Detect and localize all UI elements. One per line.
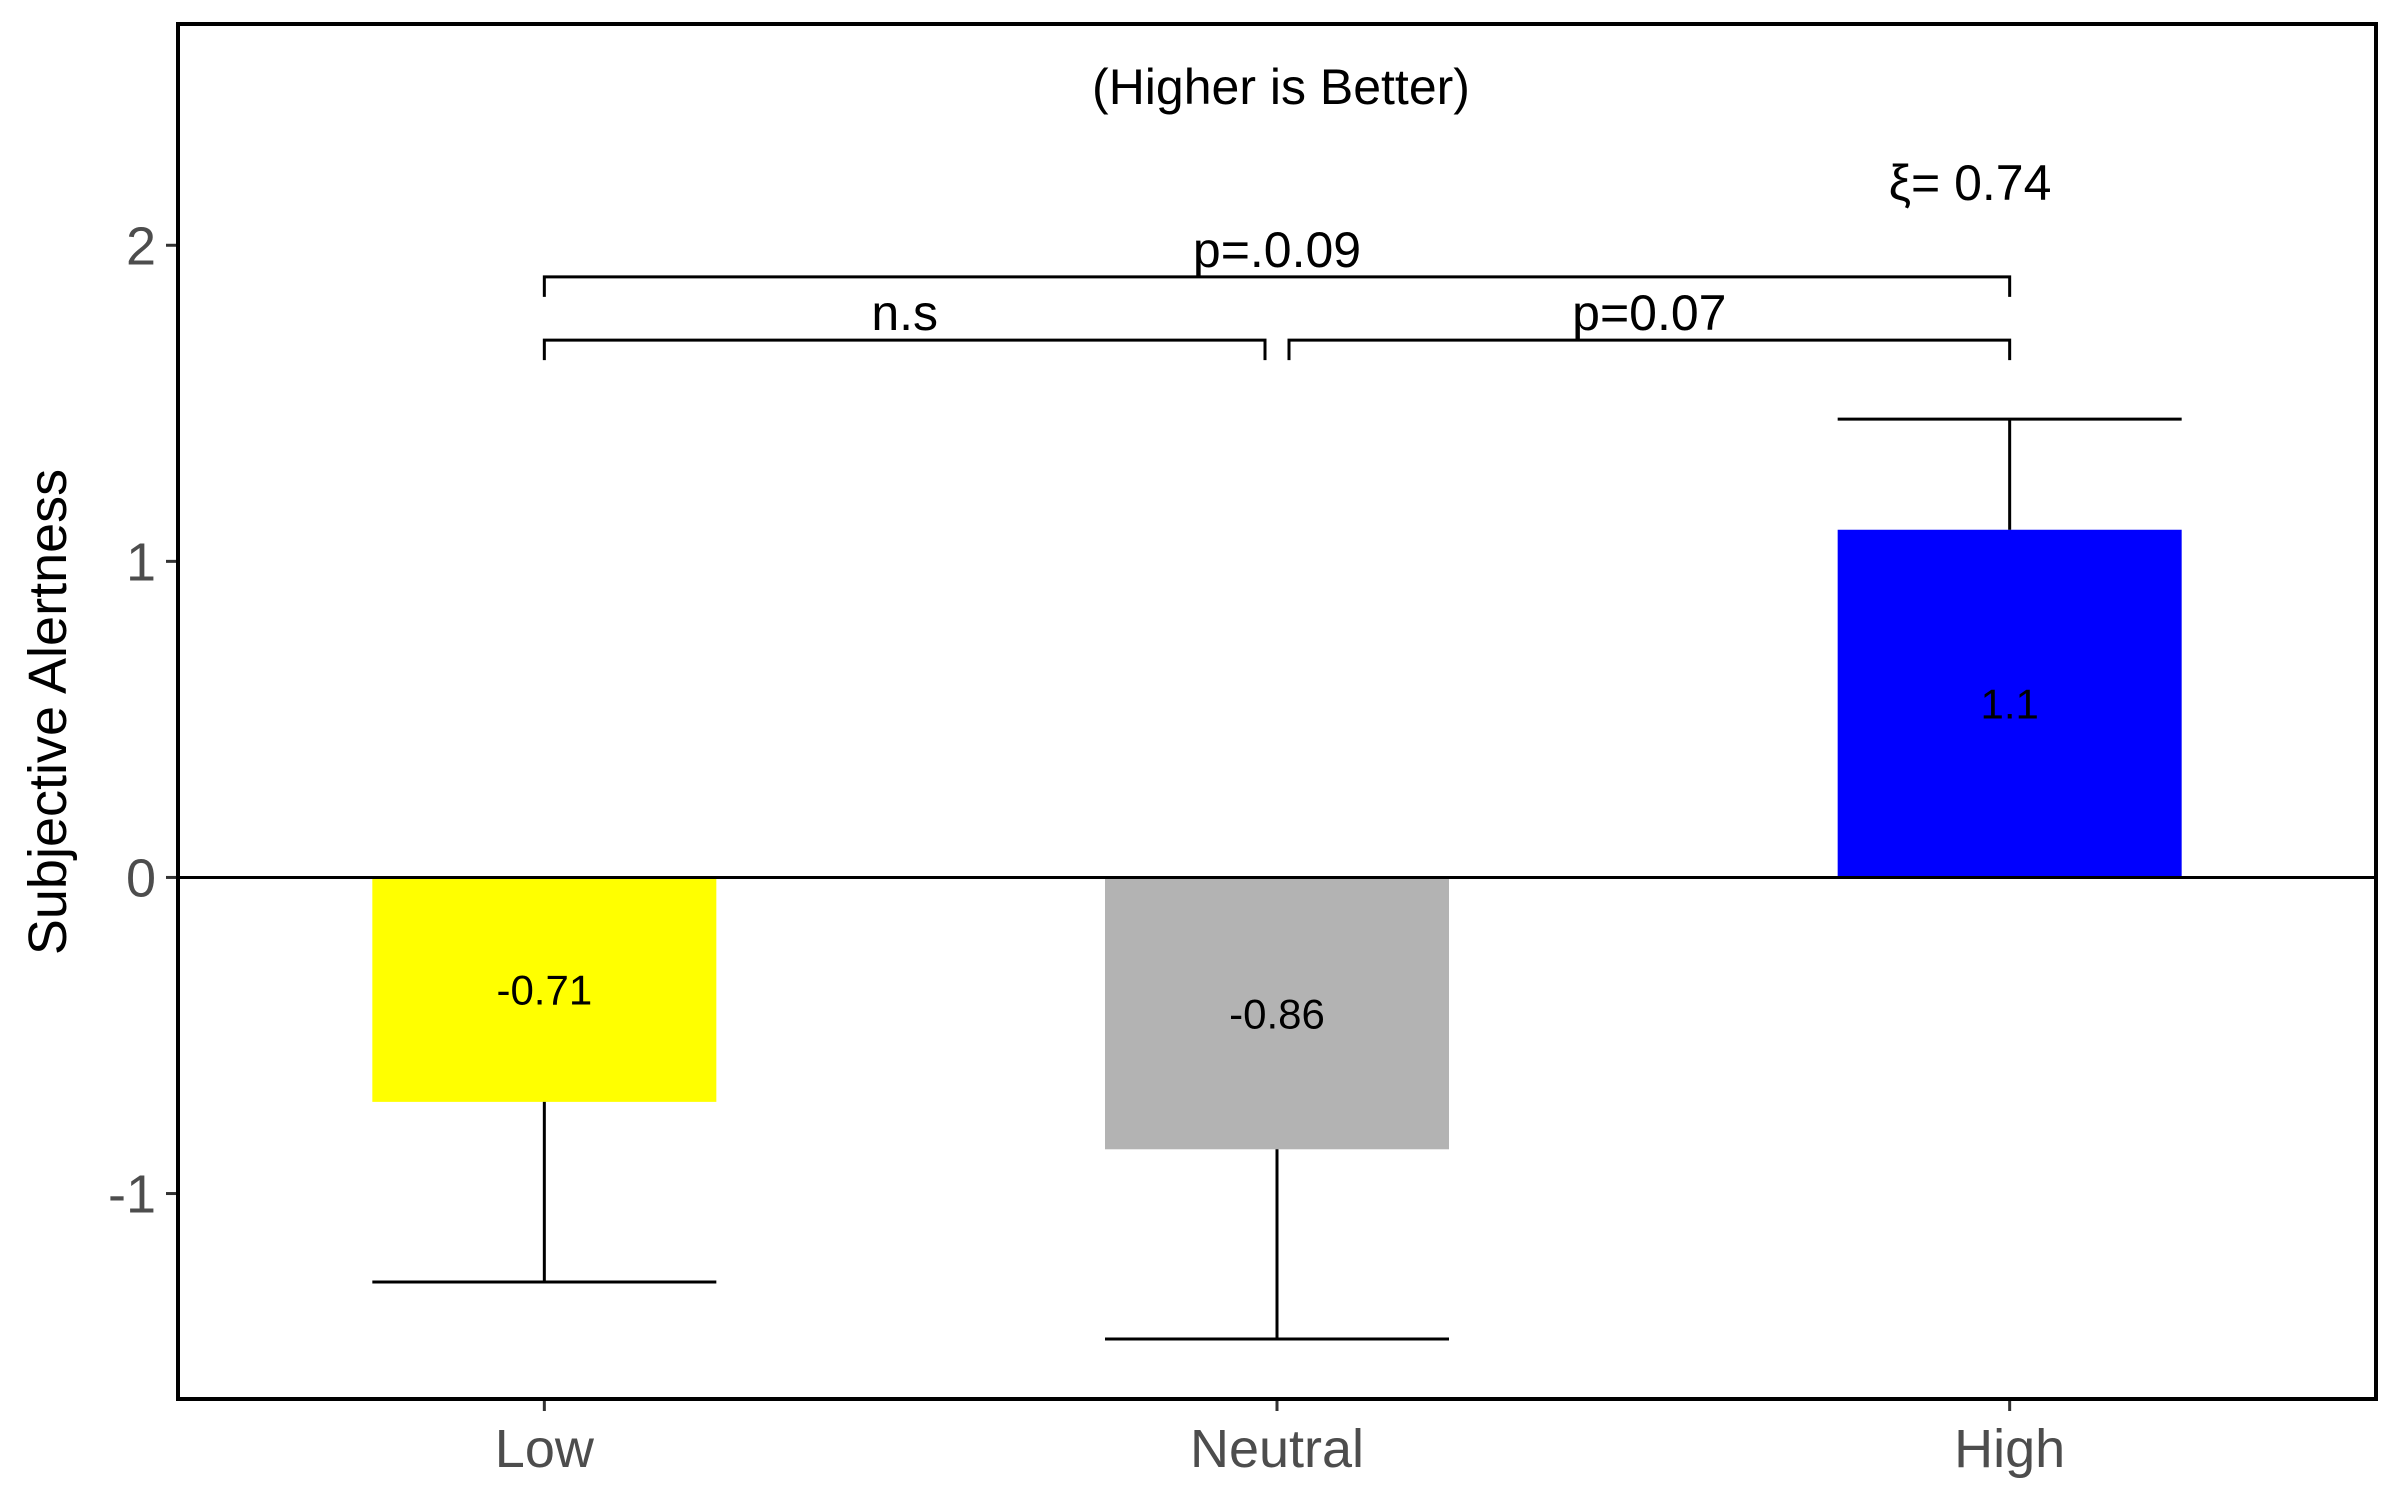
data-label-neutral: -0.86 [1229, 990, 1325, 1037]
comparison-bracket-2 [1287, 338, 2012, 361]
higher-is-better-note: (Higher is Better) [1092, 59, 1470, 115]
comparison-label-2: p=0.07 [1572, 285, 1726, 341]
y-tick-label: -1 [108, 1165, 156, 1225]
comparison-bracket-1 [542, 338, 1267, 361]
y-tick-label: 2 [126, 216, 156, 276]
x-tick-label-neutral: Neutral [1190, 1419, 1364, 1479]
bar-high [1837, 529, 2182, 878]
plot-border [176, 22, 2378, 1401]
y-axis-title: Subjective Alertness [18, 469, 78, 955]
bar-low [372, 877, 717, 1102]
data-label-low: -0.71 [496, 967, 592, 1014]
data-label-high: 1.1 [1980, 681, 2038, 728]
comparison-label-1: n.s [871, 285, 938, 341]
effect-size-label: ξ= 0.74 [1889, 155, 2052, 211]
comparison-label-3: p=.0.09 [1193, 222, 1361, 278]
y-tick-label: 0 [126, 848, 156, 908]
plot-area: -0.71 -0.86 1.1 n.s p=0.07 p=.0.09 -1 0 1 2 Low Neu… [108, 216, 2376, 1479]
x-tick-label-high: High [1954, 1419, 2065, 1479]
bar-neutral [1105, 877, 1449, 1150]
comparison-bracket-3 [542, 275, 2012, 297]
x-tick-label-low: Low [495, 1419, 595, 1479]
y-tick-label: 1 [126, 532, 156, 592]
